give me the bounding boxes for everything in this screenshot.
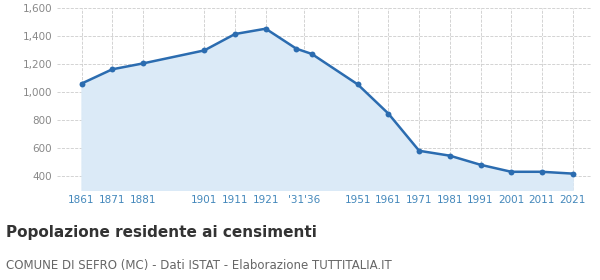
Point [107,67,117,72]
Point [261,27,271,31]
Point [383,111,393,116]
Point [307,52,317,56]
Point [200,48,209,53]
Point [353,82,362,87]
Point [138,61,148,66]
Point [77,81,86,86]
Point [537,169,547,174]
Point [415,148,424,153]
Point [445,153,455,158]
Point [292,46,301,51]
Text: COMUNE DI SEFRO (MC) - Dati ISTAT - Elaborazione TUTTITALIA.IT: COMUNE DI SEFRO (MC) - Dati ISTAT - Elab… [6,259,392,272]
Point [230,32,240,36]
Point [476,162,485,167]
Point [506,169,516,174]
Point [568,171,577,176]
Text: Popolazione residente ai censimenti: Popolazione residente ai censimenti [6,225,317,241]
